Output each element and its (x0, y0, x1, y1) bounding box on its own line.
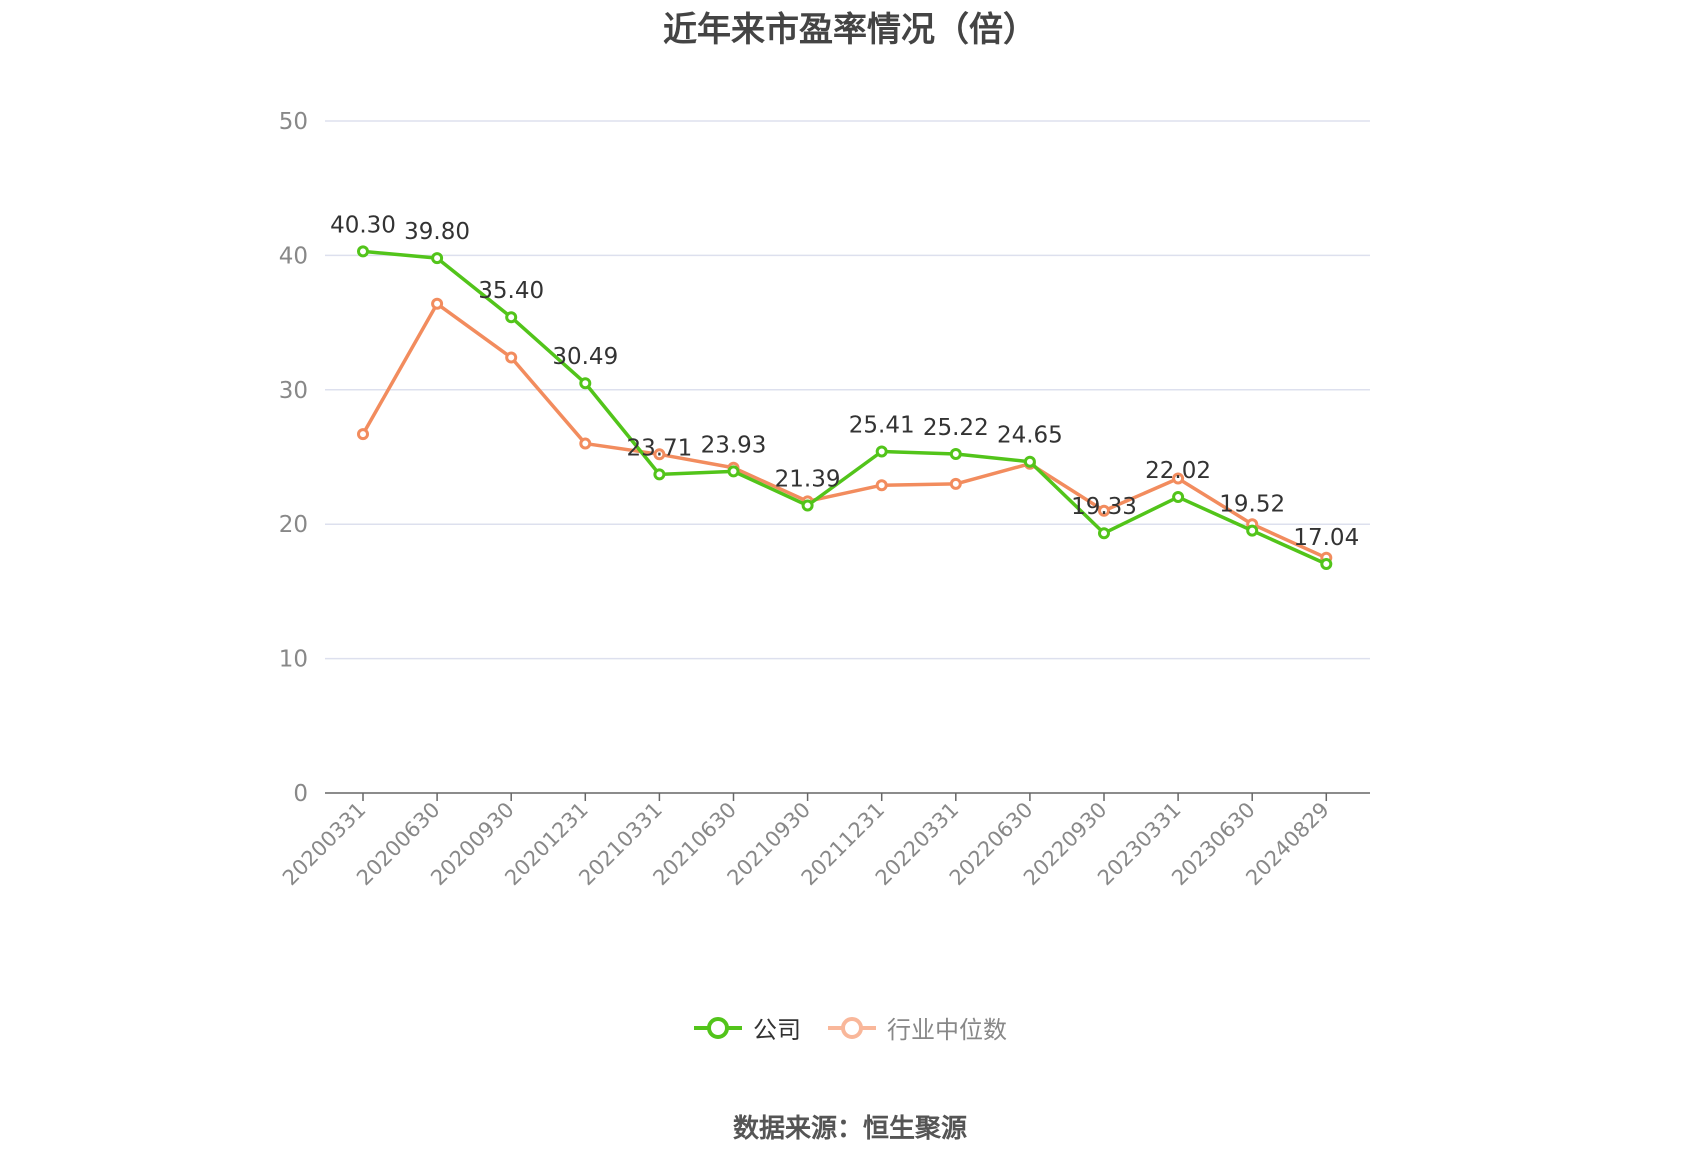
company-data-label: 19.52 (1219, 492, 1285, 518)
y-tick-label: 10 (279, 647, 308, 673)
industry-data-point (579, 437, 592, 450)
industry-data-point (357, 428, 369, 441)
company-data-label: 30.49 (552, 344, 618, 370)
company-data-point (579, 377, 592, 390)
company-data-point (357, 245, 369, 258)
legend-industry-label: 行业中位数 (887, 1016, 1007, 1044)
data-labels: 40.30 39.80 35.40 30.49 23.71 23.93 21.39 25.41… (330, 212, 1359, 551)
company-data-label: 35.40 (478, 278, 544, 304)
y-tick-label: 50 (279, 109, 308, 135)
y-axis-ticks: 0 10 20 30 40 50 (279, 109, 308, 807)
industry-series-line (361, 302, 1328, 560)
company-data-point (505, 311, 518, 324)
y-tick-label: 40 (279, 243, 308, 269)
legend-company-swatch-icon (694, 1016, 742, 1039)
company-data-point (801, 499, 814, 512)
company-data-label: 23.93 (701, 432, 767, 458)
company-data-point (949, 448, 962, 461)
company-data-point (1098, 527, 1110, 540)
company-data-point (1023, 455, 1036, 468)
legend-company-label: 公司 (753, 1016, 801, 1044)
industry-data-point (505, 351, 518, 364)
series (357, 245, 1333, 570)
y-tick-label: 0 (293, 781, 308, 807)
company-data-label: 17.04 (1293, 525, 1359, 551)
company-data-point (875, 445, 888, 458)
company-data-point (653, 468, 666, 481)
company-data-label: 23.71 (626, 435, 692, 461)
industry-data-point (653, 448, 666, 461)
company-data-point (727, 465, 740, 478)
x-axis-ticks: 2020033120200630202009302020123120210331… (278, 793, 1334, 890)
company-data-label: 25.22 (923, 415, 989, 441)
company-data-label: 19.33 (1071, 494, 1137, 520)
data-source-note: 数据来源：恒生聚源 (732, 1114, 967, 1144)
gridlines (325, 120, 1370, 660)
industry-data-point (1172, 472, 1185, 485)
company-data-label: 21.39 (775, 467, 841, 493)
legend-item-company[interactable]: 公司 (693, 1010, 801, 1045)
y-tick-label: 20 (279, 512, 308, 538)
company-data-point (1172, 491, 1185, 504)
company-data-point (431, 252, 444, 265)
industry-data-point (1098, 504, 1110, 517)
legend: 公司 行业中位数 (0, 1010, 1700, 1045)
company-series-line (362, 249, 1328, 566)
y-tick-label: 30 (279, 378, 308, 404)
chart-title: 近年来市盈率情况（倍） (663, 10, 1037, 50)
line-chart: 0 10 20 30 40 50 2020033120200630202009302020… (278, 109, 1370, 890)
company-data-label: 24.65 (997, 423, 1063, 449)
industry-data-point (431, 297, 444, 310)
legend-item-industry[interactable]: 行业中位数 (827, 1010, 1007, 1045)
company-data-point (1320, 557, 1333, 570)
company-data-label: 39.80 (404, 219, 470, 245)
legend-industry-swatch-icon (828, 1016, 876, 1039)
company-data-point (1246, 524, 1259, 537)
company-data-label: 25.41 (849, 412, 915, 438)
industry-data-point (875, 479, 888, 492)
company-data-label: 22.02 (1145, 458, 1211, 484)
industry-data-point (949, 477, 962, 490)
company-data-label: 40.30 (330, 212, 396, 238)
